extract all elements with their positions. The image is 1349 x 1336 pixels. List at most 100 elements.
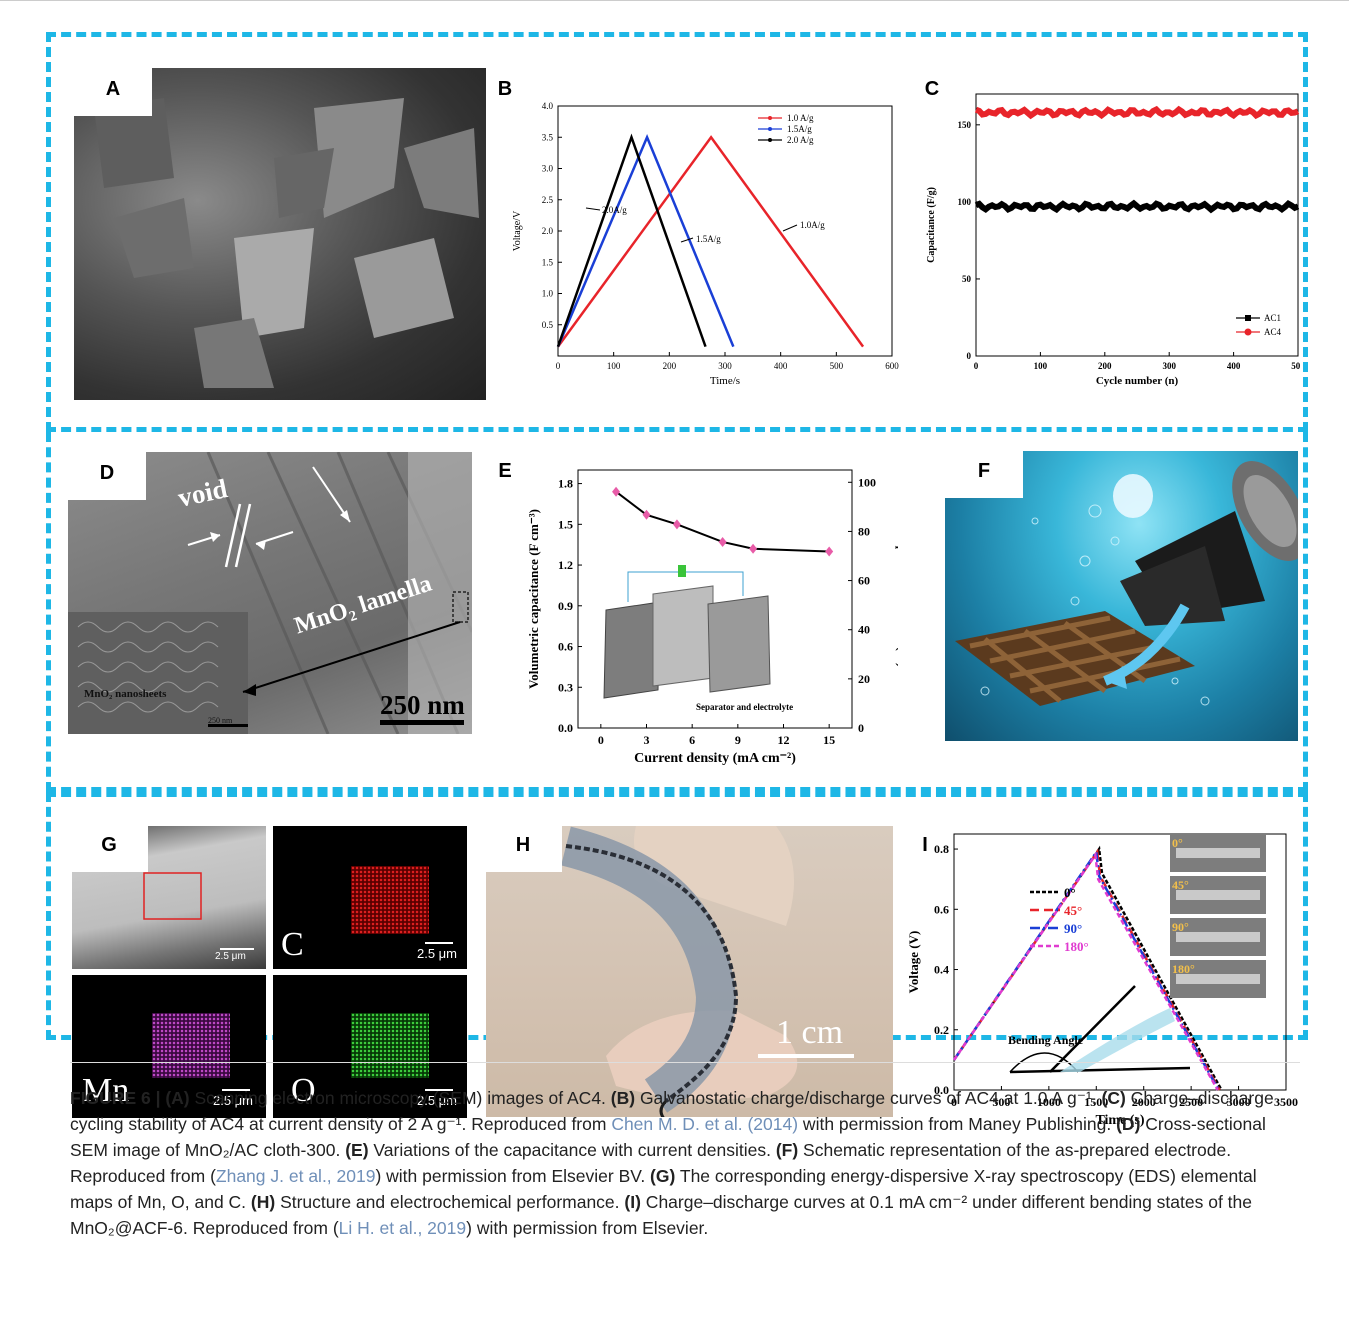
data-point (749, 543, 758, 554)
data-point (642, 509, 651, 520)
x-axis-label: Cycle number (n) (1096, 375, 1179, 387)
legend-label: 1.5A/g (787, 124, 812, 134)
caption-citation-link[interactable]: Li H. et al., 2019 (338, 1218, 467, 1238)
panel-b-letter: B (497, 78, 513, 100)
legend-label: 0° (1064, 885, 1076, 900)
y-tick-label: 0.3 (558, 680, 573, 694)
y-tick-label: 0.6 (558, 640, 573, 654)
panel-e-chart: 0 3 6 9 12 15 0.0 0.3 0.6 0.9 1.2 1.5 1.8 Current den… (528, 469, 898, 766)
y2-tick-label: 20 (858, 672, 870, 686)
caption-citation-link[interactable]: Zhang J. et al., 2019 (215, 1166, 376, 1186)
x-tick-label: 0 (556, 361, 561, 371)
caption-text: ) with permission from Elsevier. (466, 1218, 709, 1238)
inset-text: Bending Angle (1008, 1033, 1084, 1047)
panel-c-chart: 0 100 200 300 400 500 0 50 100 150 Cycle number (n… (926, 93, 1300, 387)
plot-frame (577, 469, 853, 729)
y-tick-label: 0.9 (558, 599, 573, 613)
data-point (672, 519, 681, 530)
x-tick-label: 0 (598, 733, 604, 747)
x-tick-label: 2000 (1132, 1095, 1156, 1109)
x-tick-label: 3500 (1274, 1095, 1298, 1109)
panel-e-letter: E (498, 460, 512, 482)
inset-load (678, 565, 686, 577)
annotation-arrow (680, 237, 694, 243)
panel-d-scale-big: 250 nm (380, 690, 465, 720)
x-axis-label: Current density (mA cm⁻²) (634, 751, 796, 766)
bending-photo-label: 90° (1172, 920, 1189, 934)
panel-i-chart: 0 500 1000 1500 2000 2500 3000 3500 0.0 0.2 0.4 0.6… (906, 833, 1298, 1128)
y-tick-label: 0.6 (934, 902, 949, 916)
y-tick-label: 0.0 (558, 721, 573, 735)
inset-label: Separator and electrolyte (696, 702, 793, 712)
inset-shadow (1060, 1008, 1175, 1072)
x-axis-label: Time/s (710, 375, 740, 387)
x-tick-label: 2500 (1179, 1095, 1203, 1109)
caption-text: Galvanostatic charge/discharge curves of… (635, 1088, 1102, 1108)
caption-text: Variations of the capacitance with curre… (368, 1140, 776, 1160)
caption-citation-link[interactable]: Chen M. D. et al. (2014) (611, 1114, 799, 1134)
y-tick-label: 0.2 (934, 1023, 949, 1037)
panel-g-label-c: C (281, 926, 304, 963)
x-tick-label: 1000 (1037, 1095, 1061, 1109)
caption-panel-ref: (E) (345, 1140, 369, 1160)
panel-g-label-o: O (291, 1072, 316, 1109)
x-tick-label: 300 (718, 361, 732, 371)
y-tick-label: 100 (958, 197, 972, 207)
bending-photo-sample (1176, 890, 1260, 900)
y-tick-label: 1.8 (558, 477, 573, 491)
x-tick-label: 200 (663, 361, 677, 371)
y-tick-label: 1.2 (558, 558, 573, 572)
panel-g-scale-3: 2.5 μm (213, 1093, 254, 1108)
caption-text: Scanning electron microscopy (SEM) image… (189, 1088, 611, 1108)
y-tick-label: 1.0 (542, 289, 554, 299)
annotation-2-0: 2.0A/g (602, 205, 627, 215)
legend-label: AC4 (1264, 327, 1282, 337)
y2-axis-label: Capacitance retention (%) (895, 531, 898, 667)
legend-marker (768, 116, 772, 120)
legend-label: 90° (1064, 921, 1082, 936)
caption-panel-ref: (F) (775, 1140, 799, 1160)
panel-f-illustration (945, 451, 1298, 741)
panel-c-letter: C (924, 78, 940, 100)
caption-panel-ref: (H) (250, 1192, 276, 1212)
series-line-1.5A/g (556, 134, 735, 348)
caption-text: Charge–discharge cycling stability of AC… (70, 1088, 1274, 1134)
panel-g-map-mn: Mn 2.5 μm (72, 975, 266, 1118)
x-tick-label: 400 (774, 361, 788, 371)
annotation-1-0: 1.0A/g (800, 220, 825, 230)
panel-d-letter: D (68, 446, 146, 500)
figure-frame: A B 0 100 200 300 400 500 600 0.5 1.0 1.5 2.0 2.5 3.… (46, 32, 1308, 1128)
bending-photo-label: 180° (1172, 962, 1195, 976)
y-axis-label: Voltage (V) (906, 931, 921, 994)
legend-label: 180° (1064, 939, 1089, 954)
panel-g-scale-1: 2.5 μm (215, 951, 246, 962)
y-axis-label: Volumetric capacitance (F cm⁻³) (528, 509, 541, 689)
bending-photo-sample (1176, 974, 1260, 984)
data-point (718, 536, 727, 547)
y2-tick-label: 80 (858, 524, 870, 538)
y-tick-label: 3.5 (542, 132, 554, 142)
x-tick-label: 500 (830, 361, 844, 371)
panel-h-letter: H (484, 818, 562, 872)
legend-marker (768, 138, 772, 142)
legend-marker (768, 127, 772, 131)
row2-frame (46, 432, 1308, 792)
y-tick-label: 0.0 (934, 1083, 949, 1097)
x-tick-label: 100 (607, 361, 621, 371)
legend-marker (1244, 328, 1252, 336)
y-tick-label: 1.5 (542, 257, 554, 267)
caption-text: with permission from Maney Publishing. (798, 1114, 1117, 1134)
y2-tick-label: 0 (858, 721, 864, 735)
y-tick-label: 150 (958, 120, 972, 130)
caption-panel-ref: (A) (165, 1088, 190, 1108)
x-tick-label: 9 (735, 733, 741, 747)
bending-photo-sample (1176, 848, 1260, 858)
x-tick-label: 3000 (1227, 1095, 1251, 1109)
y-tick-label: 4.0 (542, 101, 554, 111)
caption-figure-number: FIGURE 6 | (70, 1088, 166, 1108)
caption-text: Charge–discharge curves at 0.1 mA cm⁻² u… (70, 1192, 1253, 1238)
x-tick-label: 0 (974, 361, 979, 371)
caption-panel-ref: (I) (624, 1192, 641, 1212)
y-tick-label: 1.5 (558, 517, 573, 531)
top-border (0, 0, 1349, 1)
